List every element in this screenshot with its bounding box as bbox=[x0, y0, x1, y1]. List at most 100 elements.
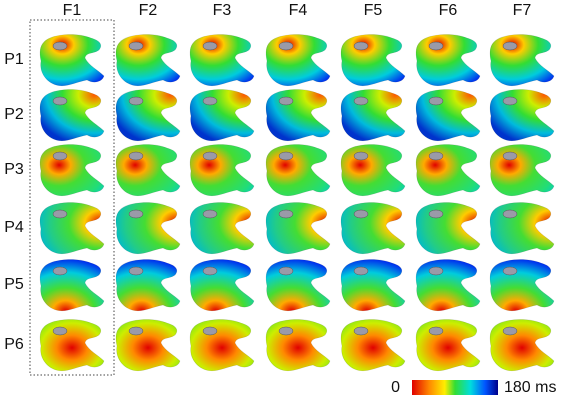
valve bbox=[278, 266, 294, 276]
row-label: P1 bbox=[4, 51, 24, 68]
activation-map bbox=[415, 144, 481, 197]
activation-map bbox=[189, 259, 255, 312]
activation-map bbox=[265, 144, 331, 197]
valve bbox=[353, 209, 369, 219]
valve bbox=[502, 266, 518, 276]
heart-surface bbox=[39, 202, 105, 255]
valve bbox=[52, 96, 68, 106]
heart-surface bbox=[265, 259, 331, 312]
valve bbox=[278, 209, 294, 219]
activation-map bbox=[39, 319, 105, 372]
activation-map bbox=[115, 34, 181, 87]
heart-surface bbox=[489, 89, 555, 142]
heart-surface bbox=[39, 259, 105, 312]
heart-surface bbox=[39, 144, 105, 197]
heart-surface bbox=[189, 319, 255, 372]
heart-surface bbox=[115, 259, 181, 312]
map-grid bbox=[39, 34, 555, 372]
valve bbox=[428, 96, 444, 106]
heart-surface bbox=[189, 89, 255, 142]
valve bbox=[202, 96, 218, 106]
activation-map bbox=[115, 259, 181, 312]
activation-map bbox=[415, 319, 481, 372]
heart-surface bbox=[189, 259, 255, 312]
heart-surface bbox=[189, 202, 255, 255]
valve bbox=[353, 266, 369, 276]
valve bbox=[428, 41, 444, 51]
valve bbox=[278, 41, 294, 51]
valve bbox=[52, 209, 68, 219]
valve bbox=[353, 41, 369, 51]
valve bbox=[428, 326, 444, 336]
activation-map bbox=[489, 34, 555, 87]
row-label: P2 bbox=[4, 106, 24, 123]
activation-map bbox=[415, 34, 481, 87]
heart-surface bbox=[340, 259, 406, 312]
column-label: F2 bbox=[139, 2, 158, 19]
valve bbox=[428, 209, 444, 219]
valve bbox=[128, 326, 144, 336]
valve bbox=[52, 266, 68, 276]
heart-surface bbox=[340, 89, 406, 142]
activation-map bbox=[189, 34, 255, 87]
valve bbox=[202, 266, 218, 276]
activation-map bbox=[189, 89, 255, 142]
activation-map bbox=[189, 319, 255, 372]
activation-map bbox=[265, 202, 331, 255]
colorbar-max: 180 ms bbox=[504, 379, 556, 396]
heart-surface bbox=[265, 89, 331, 142]
row-label: P3 bbox=[4, 161, 24, 178]
heart-surface bbox=[340, 144, 406, 197]
activation-map bbox=[489, 89, 555, 142]
activation-map bbox=[340, 259, 406, 312]
colorbar bbox=[412, 380, 498, 395]
valve bbox=[502, 326, 518, 336]
valve bbox=[502, 96, 518, 106]
heart-surface bbox=[115, 34, 181, 87]
activation-map bbox=[115, 144, 181, 197]
valve bbox=[502, 209, 518, 219]
valve bbox=[128, 266, 144, 276]
heart-surface bbox=[415, 319, 481, 372]
activation-map bbox=[489, 144, 555, 197]
valve bbox=[353, 326, 369, 336]
activation-map bbox=[340, 34, 406, 87]
heart-surface bbox=[115, 144, 181, 197]
column-label: F7 bbox=[513, 2, 532, 19]
valve bbox=[428, 266, 444, 276]
heart-surface bbox=[189, 34, 255, 87]
valve bbox=[502, 41, 518, 51]
valve bbox=[52, 326, 68, 336]
activation-map bbox=[340, 319, 406, 372]
activation-map bbox=[265, 259, 331, 312]
valve bbox=[278, 326, 294, 336]
valve bbox=[202, 41, 218, 51]
activation-map bbox=[415, 89, 481, 142]
activation-map bbox=[115, 319, 181, 372]
valve bbox=[202, 326, 218, 336]
heart-surface bbox=[489, 202, 555, 255]
heart-surface bbox=[489, 319, 555, 372]
activation-map bbox=[489, 259, 555, 312]
heart-surface bbox=[489, 259, 555, 312]
column-label: F3 bbox=[213, 2, 232, 19]
heart-surface bbox=[39, 319, 105, 372]
heart-surface bbox=[340, 202, 406, 255]
activation-map bbox=[265, 34, 331, 87]
activation-map bbox=[39, 34, 105, 87]
valve bbox=[428, 151, 444, 161]
row-label: P4 bbox=[4, 219, 24, 236]
valve bbox=[128, 209, 144, 219]
heart-surface bbox=[415, 144, 481, 197]
activation-map bbox=[340, 144, 406, 197]
column-label: F4 bbox=[289, 2, 308, 19]
activation-map bbox=[39, 259, 105, 312]
heart-surface bbox=[115, 319, 181, 372]
activation-map bbox=[415, 259, 481, 312]
activation-map bbox=[265, 89, 331, 142]
heart-surface bbox=[415, 34, 481, 87]
valve bbox=[502, 151, 518, 161]
activation-map bbox=[115, 202, 181, 255]
heart-surface bbox=[265, 319, 331, 372]
activation-map bbox=[340, 202, 406, 255]
